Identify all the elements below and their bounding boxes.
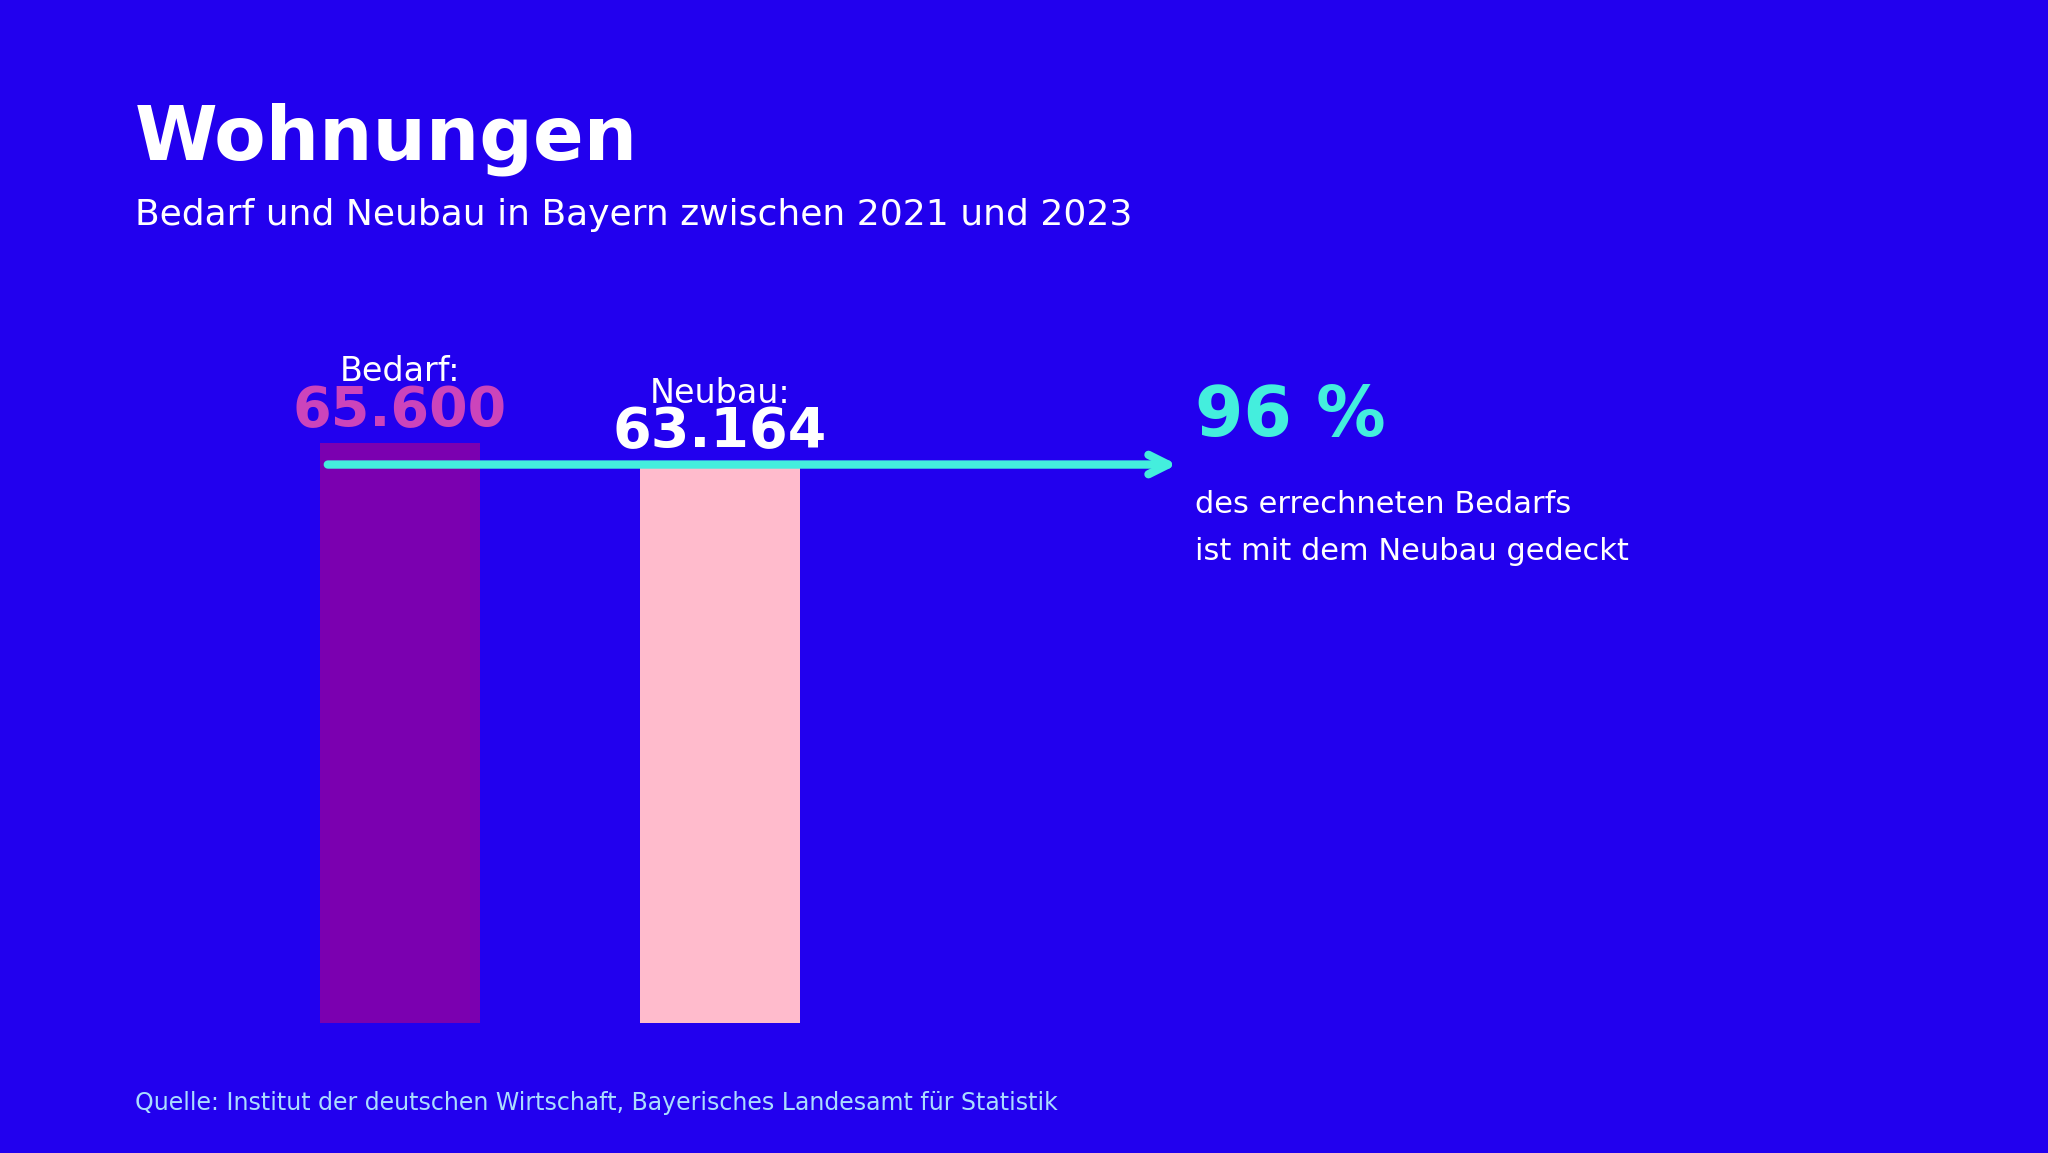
Text: Wohnungen: Wohnungen	[135, 103, 639, 176]
Text: 65.600: 65.600	[293, 384, 508, 438]
Text: des errechneten Bedarfs: des errechneten Bedarfs	[1194, 490, 1571, 519]
Text: ist mit dem Neubau gedeckt: ist mit dem Neubau gedeckt	[1194, 536, 1628, 565]
FancyBboxPatch shape	[319, 443, 479, 1023]
Text: Bedarf und Neubau in Bayern zwischen 2021 und 2023: Bedarf und Neubau in Bayern zwischen 202…	[135, 198, 1133, 232]
Text: Quelle: Institut der deutschen Wirtschaft, Bayerisches Landesamt für Statistik: Quelle: Institut der deutschen Wirtschaf…	[135, 1091, 1057, 1115]
Text: 96 %: 96 %	[1194, 383, 1386, 450]
FancyBboxPatch shape	[639, 465, 801, 1023]
Text: Neubau:: Neubau:	[649, 377, 791, 409]
Text: Bedarf:: Bedarf:	[340, 355, 461, 389]
Text: 63.164: 63.164	[612, 406, 827, 460]
